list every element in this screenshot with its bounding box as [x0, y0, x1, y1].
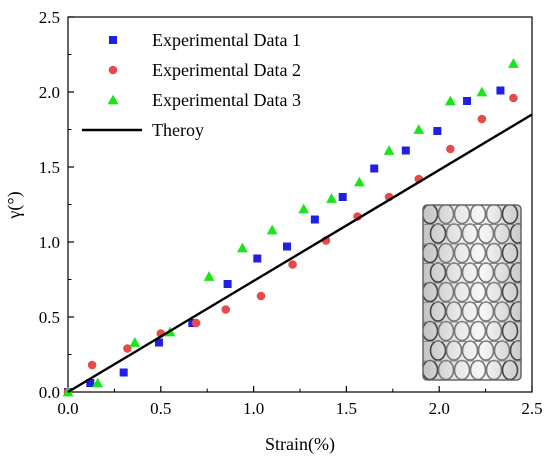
data-point — [353, 176, 365, 187]
data-point — [383, 145, 395, 155]
legend-symbol — [109, 36, 117, 44]
data-point — [266, 224, 278, 235]
y-tick-label: 0.0 — [39, 383, 60, 402]
series-3 — [62, 58, 519, 397]
data-point — [338, 193, 347, 201]
data-point — [433, 127, 442, 135]
legend-label: Experimental Data 1 — [152, 30, 301, 50]
data-point — [288, 260, 297, 269]
y-tick-label: 1.5 — [39, 158, 60, 177]
series-2 — [63, 93, 518, 397]
legend-symbol — [107, 94, 119, 105]
data-point — [508, 58, 519, 68]
data-point — [496, 86, 505, 95]
data-point — [221, 305, 231, 314]
y-tick-label: 1.0 — [39, 233, 60, 252]
x-axis-label: Strain(%) — [265, 434, 335, 455]
data-point — [123, 344, 132, 353]
legend-label: Theroy — [152, 120, 204, 140]
y-axis-label: γ(°) — [4, 191, 25, 219]
y-tick-label: 2.5 — [39, 8, 60, 27]
data-point — [509, 93, 518, 103]
data-point — [413, 124, 425, 134]
data-point — [253, 254, 262, 263]
nanotube-inset-image — [422, 204, 522, 381]
data-point — [237, 242, 248, 253]
data-point — [298, 203, 310, 214]
series-4 — [67, 113, 533, 394]
x-tick-label: 1.0 — [243, 399, 264, 418]
theory-line — [67, 113, 533, 394]
data-point — [86, 379, 95, 387]
data-point — [92, 377, 104, 388]
data-point — [256, 291, 266, 301]
x-tick-label: 1.5 — [336, 399, 357, 418]
legend: Experimental Data 1 Experimental Data 2 Ex… — [82, 30, 301, 140]
x-tick-label: 2.0 — [429, 399, 450, 418]
x-tick-label: 0.0 — [57, 399, 78, 418]
data-point — [477, 114, 487, 124]
data-point — [310, 215, 319, 224]
data-point — [463, 97, 472, 105]
data-point — [129, 337, 141, 347]
x-tick-labels: 0.0 0.5 1.0 1.5 2.0 2.5 — [57, 399, 542, 418]
y-tick-label: 0.5 — [39, 308, 60, 327]
x-tick-label: 0.5 — [150, 399, 171, 418]
y-tick-labels: 0.0 0.5 1.0 1.5 2.0 2.5 — [39, 8, 60, 402]
data-point — [119, 368, 128, 377]
data-point — [476, 86, 488, 97]
x-tick-label: 2.5 — [521, 399, 542, 418]
data-point — [401, 146, 410, 155]
y-tick-label: 2.0 — [39, 83, 60, 102]
legend-label: Experimental Data 3 — [152, 90, 301, 110]
data-point — [223, 280, 232, 288]
legend-symbol — [108, 65, 118, 75]
data-point — [283, 242, 292, 251]
data-point — [370, 164, 379, 173]
legend-label: Experimental Data 2 — [152, 60, 301, 80]
data-point — [87, 360, 97, 370]
data-point — [191, 318, 201, 328]
data-point — [326, 193, 337, 203]
series-layer — [62, 58, 533, 397]
data-point — [446, 144, 455, 154]
data-point — [154, 338, 163, 347]
data-point — [444, 95, 456, 106]
data-point — [203, 271, 215, 281]
